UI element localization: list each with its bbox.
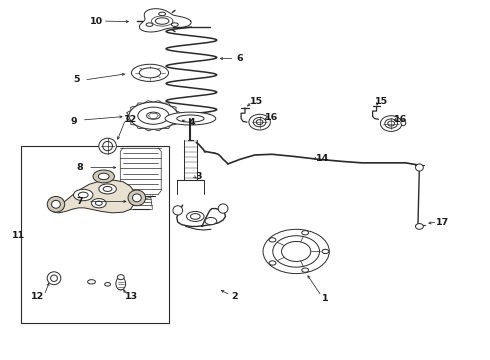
Ellipse shape xyxy=(322,249,329,253)
Ellipse shape xyxy=(132,194,141,202)
Text: 15: 15 xyxy=(249,97,263,106)
Ellipse shape xyxy=(302,268,309,272)
Ellipse shape xyxy=(47,272,61,285)
Text: 14: 14 xyxy=(317,154,330,163)
Ellipse shape xyxy=(128,190,146,206)
Ellipse shape xyxy=(99,138,116,154)
Text: 16: 16 xyxy=(265,113,278,122)
Ellipse shape xyxy=(173,206,183,215)
Text: 12: 12 xyxy=(124,115,137,124)
Text: 7: 7 xyxy=(76,197,83,206)
Text: 2: 2 xyxy=(231,292,238,301)
Text: 4: 4 xyxy=(188,118,195,127)
Ellipse shape xyxy=(401,120,406,126)
Ellipse shape xyxy=(159,12,166,16)
Ellipse shape xyxy=(47,197,65,212)
Text: 3: 3 xyxy=(196,172,202,181)
Ellipse shape xyxy=(146,23,153,26)
Ellipse shape xyxy=(165,112,216,125)
Bar xyxy=(21,146,170,323)
Ellipse shape xyxy=(131,64,169,81)
Text: 12: 12 xyxy=(31,292,45,301)
Text: 9: 9 xyxy=(70,117,77,126)
Ellipse shape xyxy=(388,121,394,126)
Ellipse shape xyxy=(116,277,125,290)
Ellipse shape xyxy=(380,116,402,131)
Text: 5: 5 xyxy=(74,76,80,85)
Ellipse shape xyxy=(98,173,109,180)
Ellipse shape xyxy=(117,275,124,280)
Ellipse shape xyxy=(263,229,329,274)
Text: 11: 11 xyxy=(12,231,25,240)
Text: 17: 17 xyxy=(436,219,449,228)
Text: 8: 8 xyxy=(76,163,83,172)
Ellipse shape xyxy=(129,102,178,129)
Ellipse shape xyxy=(269,261,276,265)
Ellipse shape xyxy=(249,114,270,130)
Polygon shape xyxy=(139,9,191,32)
Text: 16: 16 xyxy=(394,115,408,124)
Ellipse shape xyxy=(416,224,423,229)
Text: 13: 13 xyxy=(125,292,139,301)
Ellipse shape xyxy=(93,170,115,183)
Text: 6: 6 xyxy=(237,54,244,63)
Ellipse shape xyxy=(205,217,217,225)
Ellipse shape xyxy=(99,184,116,194)
Ellipse shape xyxy=(88,280,96,284)
Text: 1: 1 xyxy=(322,294,329,303)
Ellipse shape xyxy=(92,199,106,208)
Text: 15: 15 xyxy=(375,97,388,106)
Ellipse shape xyxy=(172,23,178,26)
Ellipse shape xyxy=(416,164,423,171)
Ellipse shape xyxy=(105,283,111,286)
Ellipse shape xyxy=(269,238,276,242)
Text: 10: 10 xyxy=(90,17,103,26)
Ellipse shape xyxy=(218,204,228,213)
Polygon shape xyxy=(50,180,137,213)
Ellipse shape xyxy=(302,231,309,235)
Ellipse shape xyxy=(256,120,263,125)
Ellipse shape xyxy=(74,189,93,201)
Ellipse shape xyxy=(187,211,204,221)
Ellipse shape xyxy=(51,201,60,208)
